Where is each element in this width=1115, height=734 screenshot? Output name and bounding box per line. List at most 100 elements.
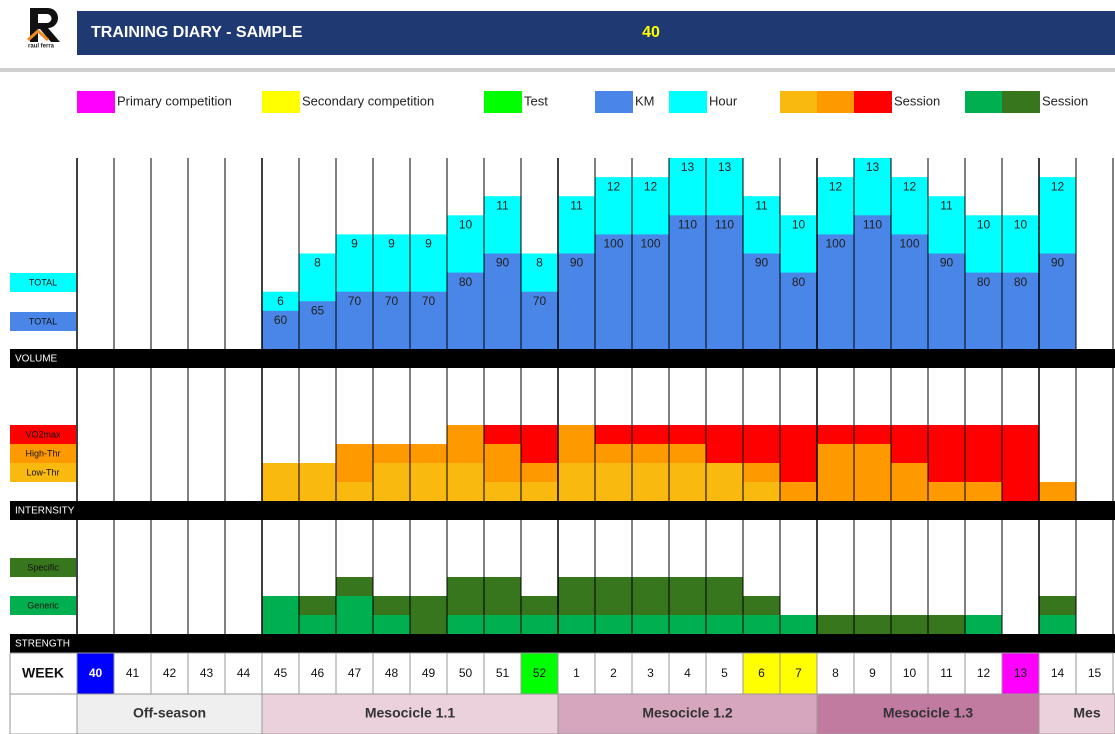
bar-value-label: 13 xyxy=(866,160,880,174)
week-number: 46 xyxy=(311,666,325,680)
bar-value-label: 90 xyxy=(940,256,954,270)
legend-label: Session xyxy=(894,93,940,108)
bar-segment xyxy=(262,596,299,634)
row-label-bg xyxy=(10,558,76,577)
week-number: 2 xyxy=(610,666,617,680)
bar-segment xyxy=(558,577,595,615)
current-week: 40 xyxy=(642,24,660,41)
bar-segment xyxy=(1039,615,1076,634)
bar-segment xyxy=(595,463,632,501)
week-cell xyxy=(520,652,559,695)
bar-value-label: 80 xyxy=(977,275,991,289)
bar-segment xyxy=(1039,482,1076,501)
bar-segment xyxy=(299,615,336,634)
row-label: TOTAL xyxy=(29,277,57,287)
bar-value-label: 100 xyxy=(899,237,919,251)
logo-text: raul ferra xyxy=(28,44,55,50)
week-number: 8 xyxy=(832,666,839,680)
bar-value-label: 11 xyxy=(940,198,953,212)
week-number: 47 xyxy=(348,666,362,680)
bar-value-label: 10 xyxy=(977,217,991,231)
week-cell xyxy=(594,652,633,695)
bar-segment xyxy=(854,444,891,501)
bar-segment xyxy=(410,463,447,501)
bar-segment xyxy=(780,425,817,482)
bar-segment xyxy=(743,463,780,482)
phase-cell xyxy=(261,693,559,734)
bar-value-label: 11 xyxy=(570,198,583,212)
header-title: TRAINING DIARY - SAMPLE xyxy=(91,24,303,41)
week-number: 4 xyxy=(684,666,691,680)
bar-value-label: 11 xyxy=(755,198,768,212)
bar-value-label: 70 xyxy=(422,294,436,308)
bar xyxy=(299,301,336,349)
bar-value-label: 12 xyxy=(607,179,621,193)
bar-segment xyxy=(669,425,706,444)
bar-segment xyxy=(743,596,780,615)
bar-segment xyxy=(891,615,928,634)
bar-segment xyxy=(447,615,484,634)
section-bar xyxy=(10,634,1115,653)
header-bar xyxy=(77,11,1115,55)
legend-label: Test xyxy=(524,93,548,108)
bar-value-label: 12 xyxy=(903,179,917,193)
week-number: 6 xyxy=(758,666,765,680)
week-cell xyxy=(409,652,448,695)
bar-segment xyxy=(484,615,521,634)
row-label-bg xyxy=(10,463,76,482)
week-number: 5 xyxy=(721,666,728,680)
week-number: 40 xyxy=(89,666,103,680)
row-label: TOTAL xyxy=(29,316,57,326)
bar-segment xyxy=(632,444,669,463)
row-label-bg xyxy=(10,596,76,615)
legend-swatch xyxy=(965,91,1003,113)
phase-label: Mesocicle 1.2 xyxy=(642,705,732,721)
bar-segment xyxy=(447,425,484,463)
bar-segment xyxy=(928,482,965,501)
week-cell xyxy=(927,652,966,695)
bar-segment xyxy=(595,444,632,463)
week-number: 13 xyxy=(1014,666,1028,680)
week-number: 50 xyxy=(459,666,473,680)
week-number: 9 xyxy=(869,666,876,680)
bar-segment xyxy=(336,596,373,634)
bar xyxy=(1039,253,1076,349)
bar-value-label: 110 xyxy=(715,217,734,231)
week-number: 42 xyxy=(163,666,177,680)
bar-value-label: 110 xyxy=(678,217,697,231)
bar-value-label: 90 xyxy=(755,256,769,270)
bar-segment xyxy=(595,425,632,444)
bar-value-label: 13 xyxy=(718,160,732,174)
bar xyxy=(706,215,743,349)
bar xyxy=(558,253,595,349)
week-number: 45 xyxy=(274,666,288,680)
week-cell xyxy=(1038,652,1077,695)
week-cell xyxy=(483,652,522,695)
bar-value-label: 10 xyxy=(792,217,806,231)
bar-segment xyxy=(965,615,1002,634)
separator xyxy=(0,68,1115,72)
row-label: VO2max xyxy=(25,429,61,439)
week-cell xyxy=(187,652,226,695)
week-number: 49 xyxy=(422,666,436,680)
bar-value-label: 10 xyxy=(1014,217,1028,231)
bar-segment xyxy=(558,615,595,634)
bar-value-label: 8 xyxy=(536,256,543,270)
bar-value-label: 90 xyxy=(1051,256,1065,270)
week-cell xyxy=(261,652,300,695)
week-number: 14 xyxy=(1051,666,1065,680)
bar-value-label: 60 xyxy=(274,313,288,327)
bar-value-label: 70 xyxy=(533,294,547,308)
bar xyxy=(595,234,632,349)
bar-value-label: 9 xyxy=(351,237,358,251)
bar-segment xyxy=(595,615,632,634)
bar xyxy=(521,291,558,349)
legend-swatch xyxy=(854,91,892,113)
bar-segment xyxy=(965,425,1002,482)
bar-segment xyxy=(373,615,410,634)
bar xyxy=(743,253,780,349)
bar-segment xyxy=(1002,425,1039,501)
phase-label: Off-season xyxy=(133,705,206,721)
week-cell xyxy=(631,652,670,695)
